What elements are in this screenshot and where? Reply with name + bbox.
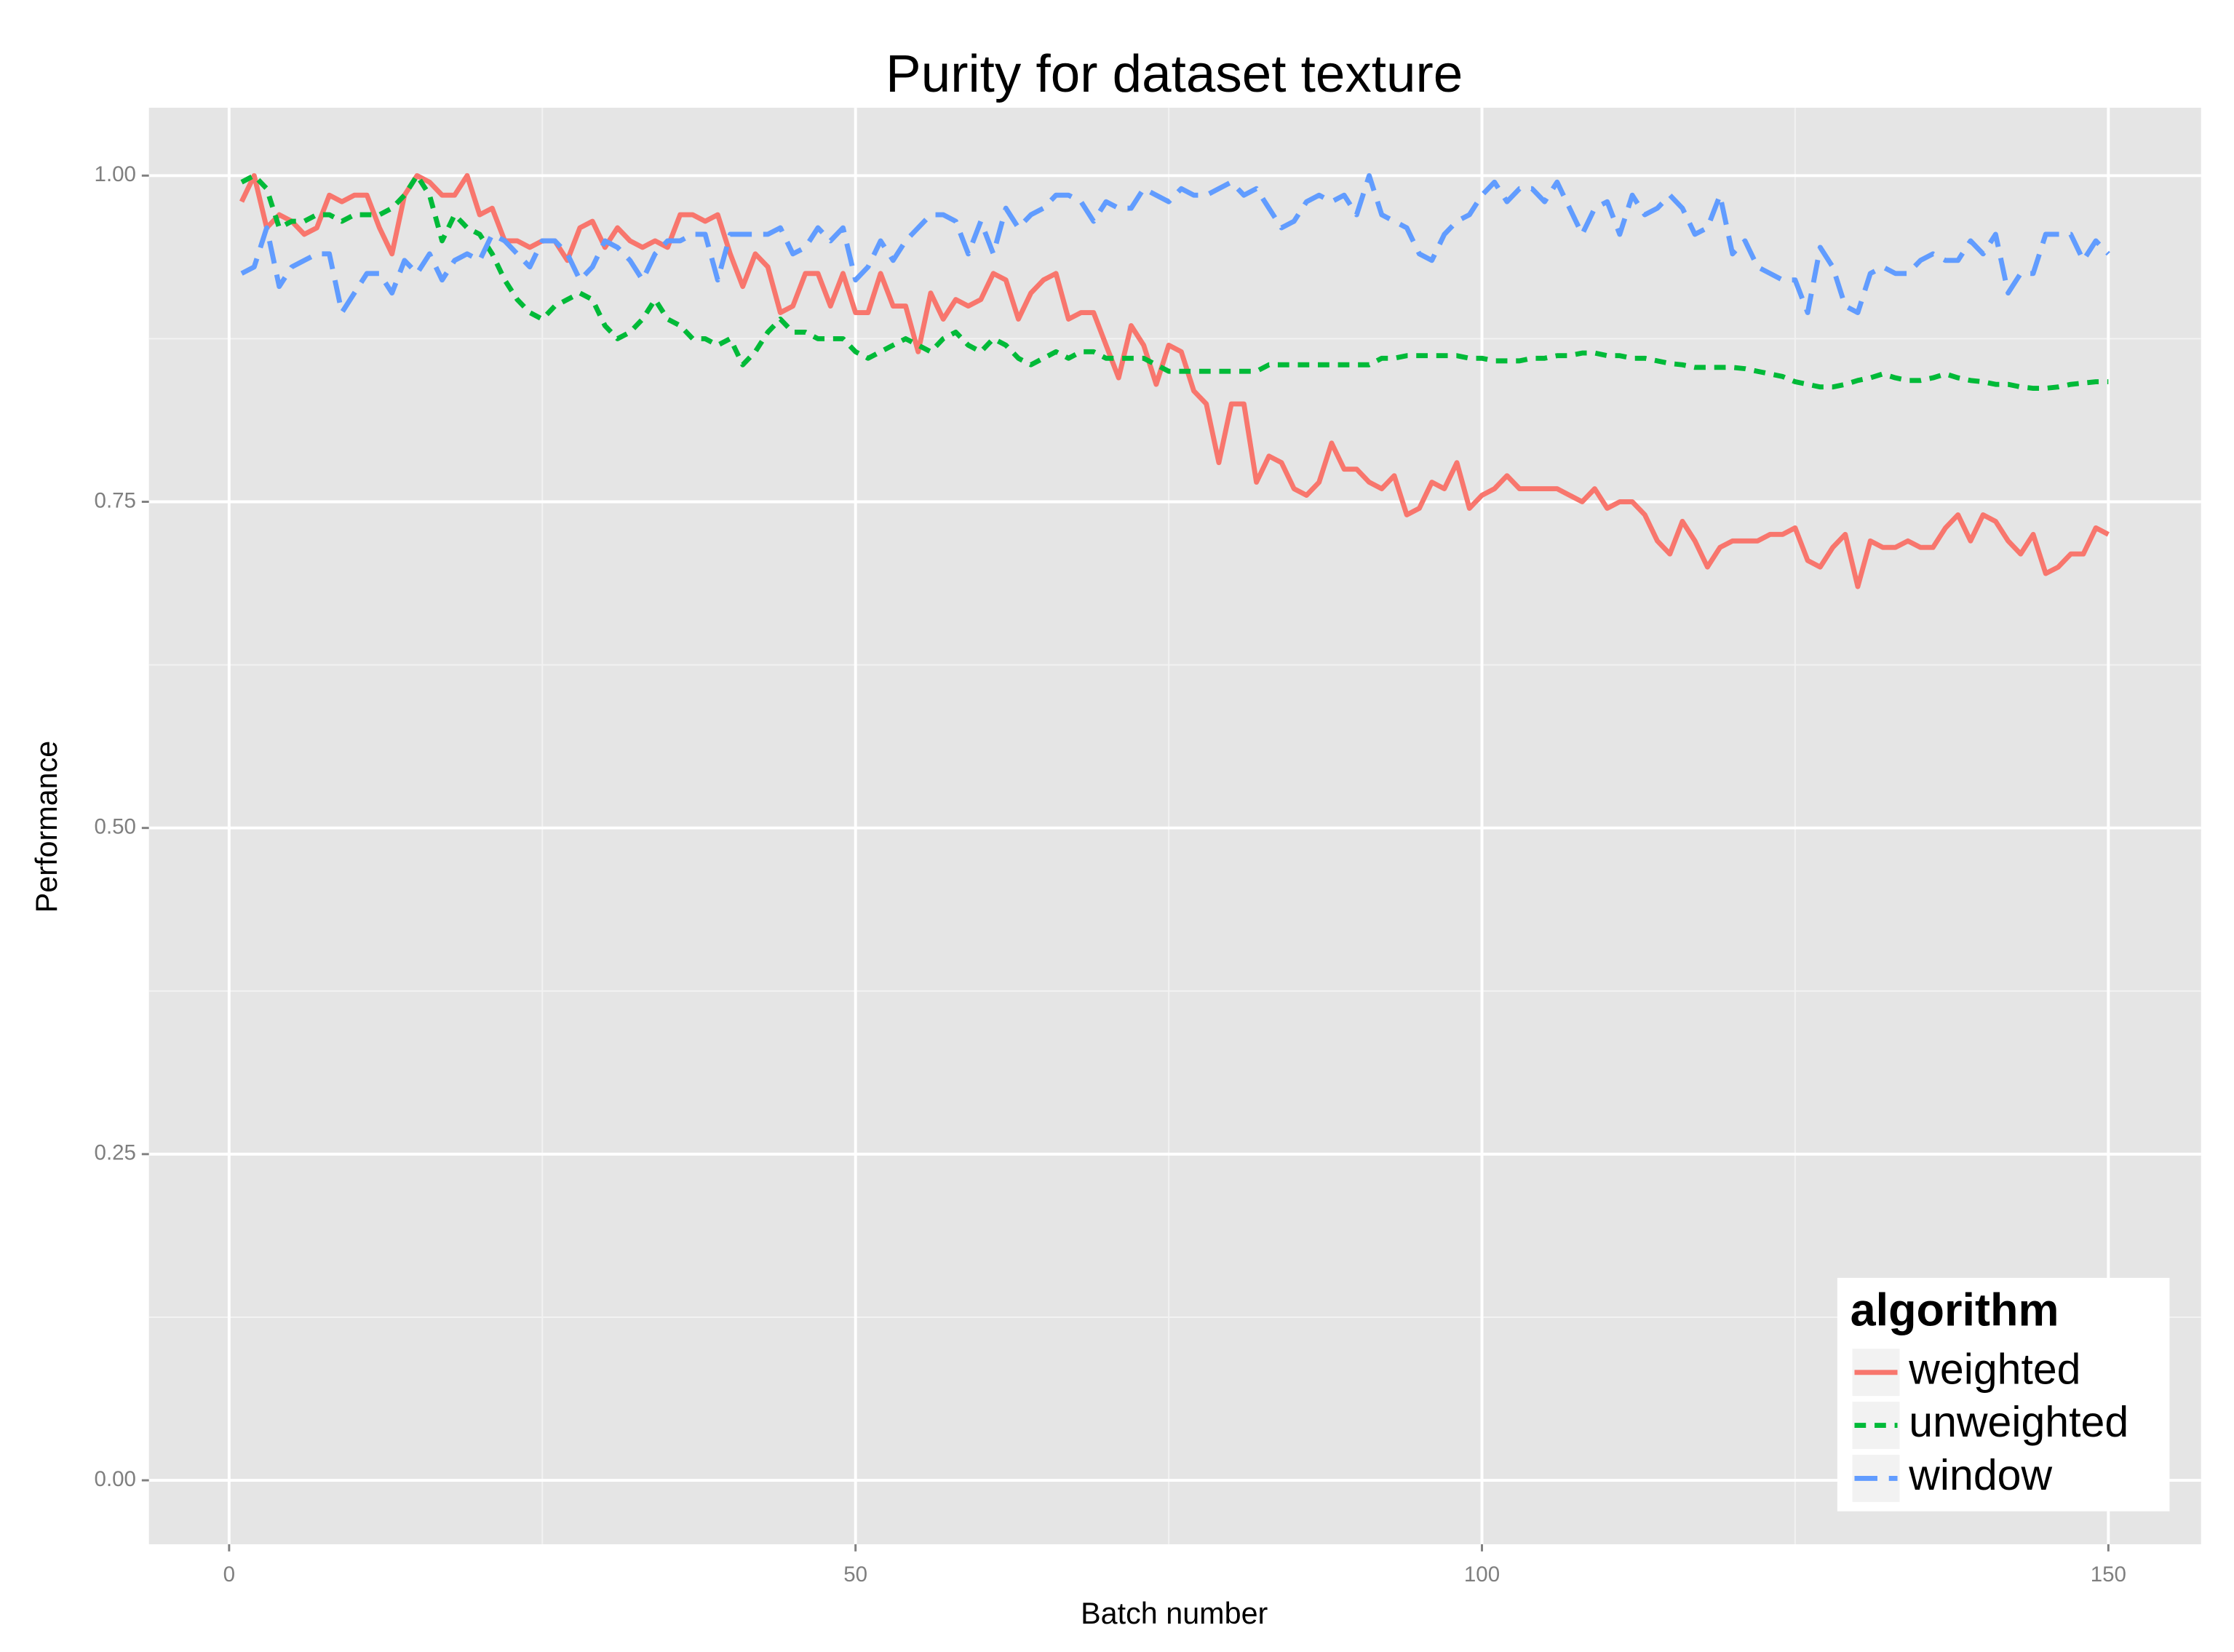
series-line bbox=[240, 172, 2110, 315]
x-tick-label: 50 bbox=[843, 1562, 867, 1587]
legend-title: algorithm bbox=[1851, 1285, 2059, 1336]
y-tick-label: 0.00 bbox=[95, 1467, 136, 1491]
x-tick-label: 150 bbox=[2091, 1562, 2126, 1587]
legend-label: weighted bbox=[1908, 1345, 2080, 1393]
legend-label: window bbox=[1908, 1451, 2052, 1499]
y-tick-label: 1.00 bbox=[95, 162, 136, 186]
legend: algorithm weighted unweighted window bbox=[1837, 1277, 2170, 1512]
x-tick-label: 100 bbox=[1464, 1562, 1500, 1587]
y-tick-label: 0.50 bbox=[95, 814, 136, 838]
x-tick-label: 0 bbox=[223, 1562, 235, 1587]
y-tick-label: 0.25 bbox=[95, 1141, 136, 1165]
series-line bbox=[240, 172, 2109, 391]
chart-title: Purity for dataset texture bbox=[886, 44, 1463, 103]
legend-label: unweighted bbox=[1909, 1398, 2128, 1446]
y-axis-label: Performance bbox=[30, 741, 63, 913]
y-tick-label: 0.75 bbox=[95, 488, 136, 512]
x-axis-label: Batch number bbox=[1081, 1597, 1268, 1630]
